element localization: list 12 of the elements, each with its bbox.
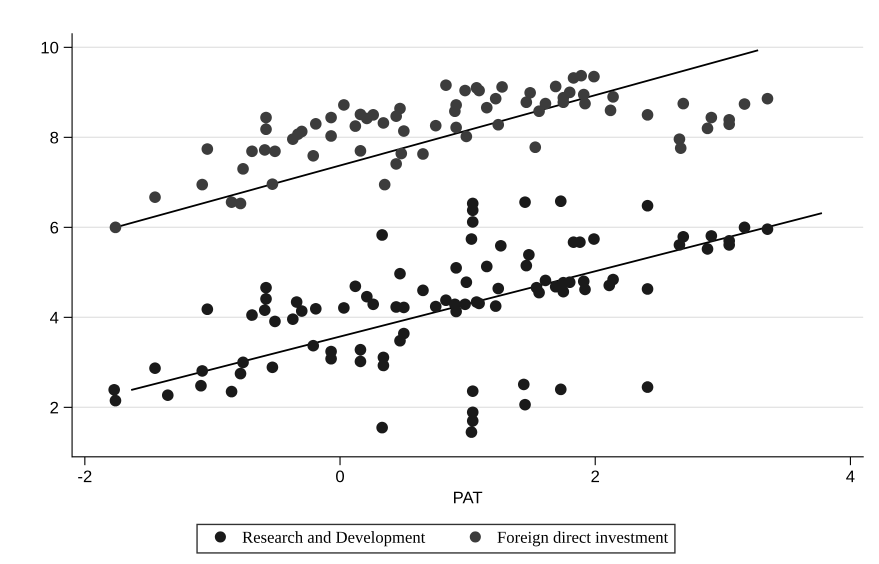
y-tick-label: 4 <box>50 312 58 324</box>
legend-label: Foreign direct investment <box>497 531 668 546</box>
x-tick-label: -2 <box>78 470 92 482</box>
x-tick-label: 2 <box>591 470 600 482</box>
y-tick-label: 10 <box>42 42 58 54</box>
x-tick-label: 0 <box>336 470 344 482</box>
y-tick-label: 2 <box>50 402 58 414</box>
x-tick-label: 4 <box>846 470 855 482</box>
y-tick-label: 6 <box>50 222 58 234</box>
x-axis-title: PAT <box>454 492 482 504</box>
y-tick-label: 8 <box>50 132 58 144</box>
legend-label: Research and Development <box>242 531 426 546</box>
